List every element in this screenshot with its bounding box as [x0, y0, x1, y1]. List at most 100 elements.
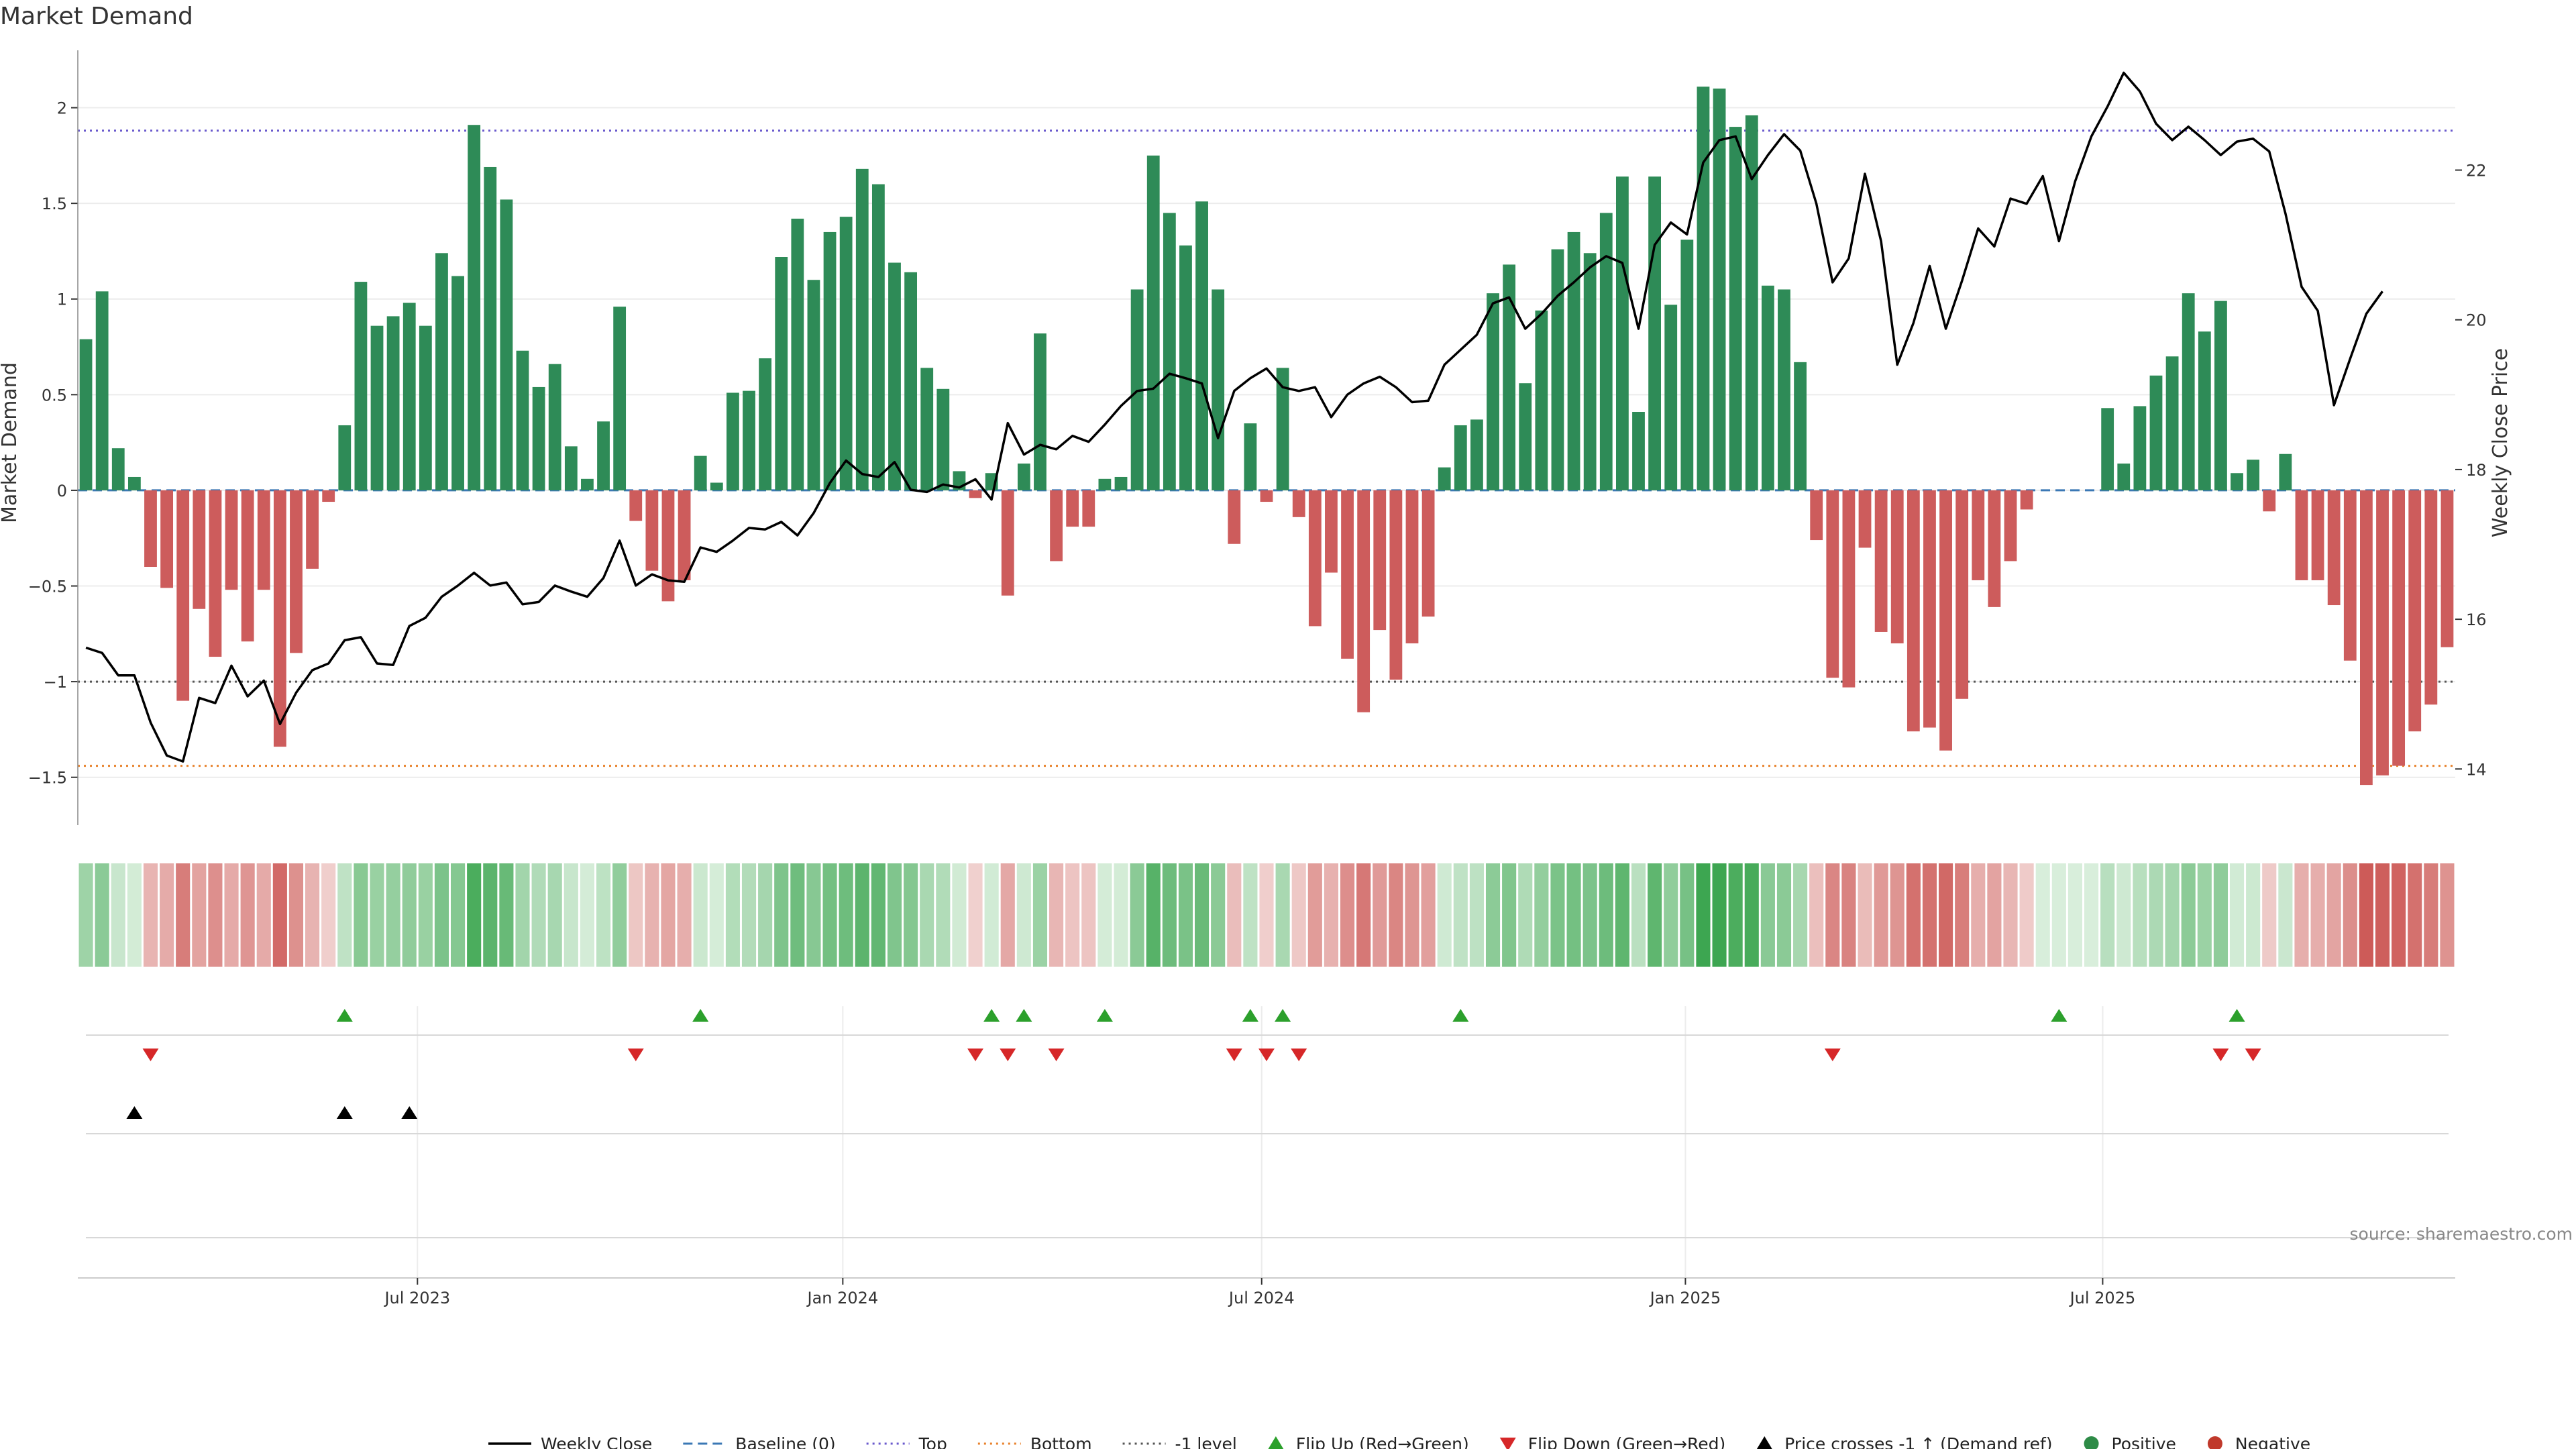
demand-bar	[2376, 490, 2389, 775]
heat-cell	[1016, 863, 1031, 967]
heat-cell	[1518, 863, 1533, 967]
demand-bar	[468, 125, 481, 490]
y-right-tick-label: 22	[2466, 162, 2487, 180]
demand-bar	[2117, 464, 2131, 490]
demand-bar	[807, 280, 820, 490]
demand-bar	[338, 425, 352, 490]
heat-cell	[111, 863, 125, 967]
demand-bar	[2408, 490, 2422, 732]
demand-bar	[936, 388, 950, 490]
heat-cell	[1259, 863, 1274, 967]
demand-bar	[2231, 473, 2243, 490]
demand-bar	[678, 490, 691, 580]
heat-cell	[305, 863, 320, 967]
demand-bar	[1697, 87, 1710, 490]
legend-label: Flip Up (Red→Green)	[1296, 1434, 1469, 1449]
heat-cell	[2343, 863, 2357, 967]
demand-bar	[1615, 176, 1629, 490]
event-markers	[86, 1009, 2449, 1238]
heat-cell	[1906, 863, 1921, 967]
heat-cell	[645, 863, 659, 967]
heat-cell	[2246, 863, 2261, 967]
heat-cell	[839, 863, 853, 967]
heat-cell	[1534, 863, 1549, 967]
heat-cell	[1275, 863, 1290, 967]
demand-bar	[597, 421, 610, 490]
flip-up-marker	[1242, 1009, 1258, 1022]
heat-cell	[1841, 863, 1856, 967]
y-right-tick-label: 18	[2466, 461, 2487, 480]
legend-label: Top	[918, 1434, 947, 1449]
demand-bar	[1470, 419, 1483, 490]
demand-bar	[435, 253, 448, 490]
heat-cell	[1162, 863, 1177, 967]
heat-cell	[1550, 863, 1565, 967]
heat-cell	[451, 863, 466, 967]
demand-bar	[1939, 490, 1952, 751]
demand-bar	[548, 364, 561, 490]
heat-cell	[1421, 863, 1436, 967]
legend-swatch	[1499, 1438, 1516, 1449]
demand-bar	[2440, 490, 2454, 647]
demand-bar	[1810, 490, 1823, 541]
demand-bar	[2214, 301, 2227, 490]
heat-cell	[2213, 863, 2228, 967]
heat-cell	[288, 863, 304, 967]
heat-cell	[741, 863, 757, 967]
demand-bar	[2392, 490, 2406, 766]
demand-bar	[2424, 490, 2438, 705]
heat-cell	[1793, 863, 1808, 967]
demand-bar	[759, 358, 772, 490]
demand-bar	[871, 184, 885, 490]
legend-item: Top	[866, 1434, 947, 1449]
demand-bar	[1487, 293, 1499, 490]
heat-cell	[1291, 863, 1306, 967]
legend-item: Price crosses -1 ↑ (Demand ref)	[1756, 1434, 2053, 1449]
heat-cell	[1373, 863, 1387, 967]
demand-bar	[2359, 490, 2373, 786]
legend-label: Baseline (0)	[735, 1434, 835, 1449]
demand-bar	[451, 276, 464, 490]
demand-bar	[2101, 408, 2114, 490]
demand-bar	[581, 478, 594, 490]
legend-item: Flip Up (Red→Green)	[1268, 1434, 1469, 1449]
heat-cell	[208, 863, 223, 967]
heat-cell	[2035, 863, 2050, 967]
demand-bar	[500, 199, 513, 490]
heat-cell	[871, 863, 885, 967]
demand-bar	[1794, 362, 1807, 490]
grid-lines	[78, 107, 2455, 1278]
demand-bar	[1017, 464, 1030, 490]
demand-bar	[1826, 490, 1839, 678]
demand-bar	[1664, 305, 1678, 490]
demand-bar	[1567, 231, 1580, 490]
heat-cell	[1599, 863, 1613, 967]
heat-cell	[160, 863, 174, 967]
heat-cell	[904, 863, 918, 967]
heat-cell	[1776, 863, 1792, 967]
demand-bar	[823, 231, 837, 490]
heat-cell	[224, 863, 239, 967]
heat-cell	[1664, 863, 1678, 967]
heat-cell	[1146, 863, 1161, 967]
heat-cell	[1582, 863, 1597, 967]
heat-cell	[127, 863, 142, 967]
demand-bar	[2295, 490, 2308, 580]
heat-cell	[580, 863, 594, 967]
demand-bar	[839, 217, 853, 490]
flip-up-marker	[336, 1009, 353, 1022]
axes: 2 1.5 1 0.5 0 −0.5 −1 −1.5 14 16 18 20 22	[28, 50, 2487, 825]
y-left-tick-label: 1	[57, 290, 67, 309]
demand-bar	[791, 218, 804, 490]
heat-cell	[1032, 863, 1048, 967]
price-cross-marker	[336, 1106, 353, 1119]
demand-bar	[2327, 490, 2341, 606]
heat-cell	[1566, 863, 1581, 967]
source-label: source: sharemaestro.com	[2350, 1224, 2573, 1244]
demand-bar	[1212, 289, 1225, 490]
flip-down-marker	[1258, 1049, 1275, 1061]
heat-cell	[2181, 863, 2196, 967]
demand-bar	[1292, 490, 1305, 517]
flip-down-marker	[627, 1049, 644, 1061]
demand-bar	[2279, 453, 2292, 490]
